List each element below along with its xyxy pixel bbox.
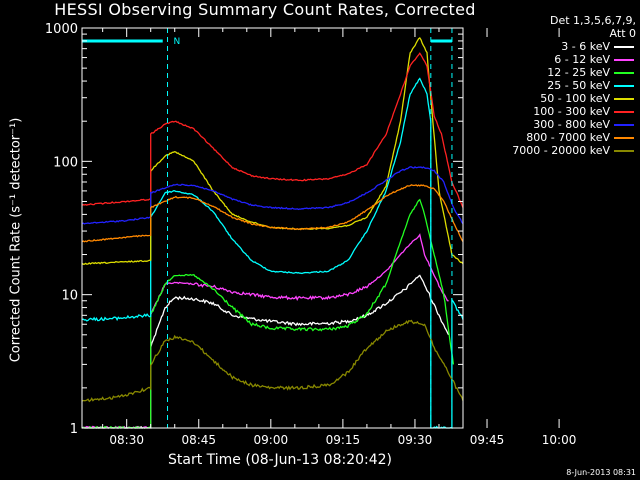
legend-entry: 800 - 7000 keV [486,131,636,144]
series-line-6 [81,166,464,225]
legend-label-6: 300 - 800 keV [533,118,610,131]
legend-entry: 12 - 25 keV [486,66,636,79]
legend-entry: 100 - 300 keV [486,105,636,118]
series-line-0 [81,274,450,429]
legend-entry: 300 - 800 keV [486,118,636,131]
legend-swatch-5 [614,111,634,113]
x-tick-label-3: 09:15 [326,433,361,447]
legend-label-2: 12 - 25 keV [547,66,610,79]
legend-swatch-7 [614,137,634,139]
legend-header-attenuator: Att 0 [609,27,636,40]
legend-label-3: 25 - 50 keV [547,79,610,92]
legend-swatch-6 [614,124,634,126]
timestamp: 8-Jun-2013 08:31 [566,468,636,477]
legend-label-7: 800 - 7000 keV [526,131,610,144]
legend-swatch-4 [614,98,634,100]
y-tick-label-3: 1000 [45,22,78,37]
plot-frame [81,27,464,429]
legend-swatch-1 [614,59,634,61]
series-line-2 [81,198,455,429]
y-tick-label-1: 10 [61,289,78,304]
y-axis-label: Corrected Count Rate (s⁻¹ detector⁻¹) [8,117,24,363]
legend-entry: 3 - 6 keV [486,40,636,53]
series-line-8 [81,319,464,403]
legend-label-8: 7000 - 20000 keV [512,144,610,157]
legend-swatch-3 [614,85,634,87]
series-line-4 [81,36,464,265]
series-line-5 [81,52,464,208]
series-line-3 [81,77,464,429]
x-axis-label: Start Time (08-Jun-13 08:20:42) [168,452,392,468]
night-label: N [174,37,181,47]
x-tick-label-6: 10:00 [542,433,577,447]
legend-swatch-8 [614,150,634,152]
y-tick-label-0: 1 [70,422,78,437]
legend-label-1: 6 - 12 keV [554,53,610,66]
x-tick-label-2: 09:00 [254,433,289,447]
legend-entry: 50 - 100 keV [486,92,636,105]
legend-swatch-0 [614,46,634,48]
legend-label-0: 3 - 6 keV [561,40,610,53]
series-line-1 [82,233,449,429]
legend-entry: 6 - 12 keV [486,53,636,66]
x-tick-label-1: 08:45 [181,433,216,447]
x-tick-label-5: 09:45 [470,433,505,447]
x-tick-label-0: 08:30 [109,433,144,447]
legend-header-detectors: Det 1,3,5,6,7,9, [549,14,636,27]
y-tick-label-2: 100 [53,155,78,170]
legend-swatch-2 [614,72,634,74]
legend-label-5: 100 - 300 keV [533,105,610,118]
chart-title: HESSI Observing Summary Count Rates, Cor… [54,0,476,19]
legend-entry: 7000 - 20000 keV [486,144,636,157]
series-line-7 [81,184,464,243]
x-tick-label-4: 09:30 [398,433,433,447]
legend: Det 1,3,5,6,7,9, Att 0 3 - 6 keV 6 - 12 k… [486,14,636,157]
legend-label-4: 50 - 100 keV [540,92,610,105]
legend-entry: 25 - 50 keV [486,79,636,92]
